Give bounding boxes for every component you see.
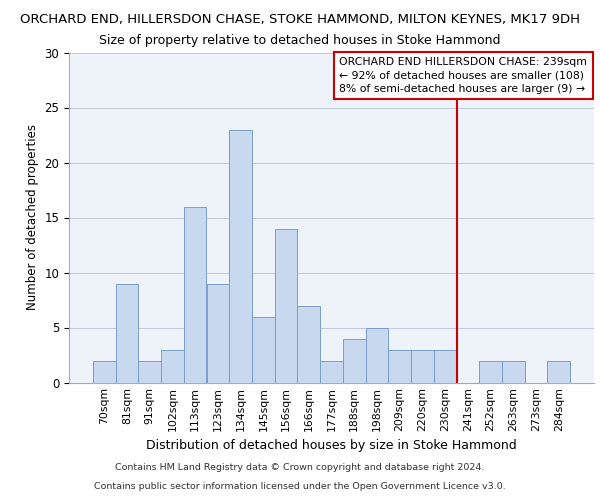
Bar [365, 328, 388, 382]
Bar [411, 350, 434, 382]
Bar [161, 350, 184, 382]
Bar [434, 350, 457, 382]
Y-axis label: Number of detached properties: Number of detached properties [26, 124, 39, 310]
Bar [298, 306, 320, 382]
Bar [116, 284, 139, 382]
X-axis label: Distribution of detached houses by size in Stoke Hammond: Distribution of detached houses by size … [146, 439, 517, 452]
Bar [502, 360, 524, 382]
Bar [93, 360, 116, 382]
Bar [547, 360, 570, 382]
Bar [388, 350, 411, 382]
Text: Size of property relative to detached houses in Stoke Hammond: Size of property relative to detached ho… [99, 34, 501, 47]
Bar [275, 228, 298, 382]
Text: Contains public sector information licensed under the Open Government Licence v3: Contains public sector information licen… [94, 482, 506, 491]
Bar [229, 130, 252, 382]
Bar [252, 316, 275, 382]
Text: ORCHARD END, HILLERSDON CHASE, STOKE HAMMOND, MILTON KEYNES, MK17 9DH: ORCHARD END, HILLERSDON CHASE, STOKE HAM… [20, 12, 580, 26]
Text: ORCHARD END HILLERSDON CHASE: 239sqm
← 92% of detached houses are smaller (108)
: ORCHARD END HILLERSDON CHASE: 239sqm ← 9… [340, 58, 587, 94]
Bar [206, 284, 229, 382]
Bar [184, 206, 206, 382]
Text: Contains HM Land Registry data © Crown copyright and database right 2024.: Contains HM Land Registry data © Crown c… [115, 464, 485, 472]
Bar [139, 360, 161, 382]
Bar [343, 338, 365, 382]
Bar [320, 360, 343, 382]
Bar [479, 360, 502, 382]
